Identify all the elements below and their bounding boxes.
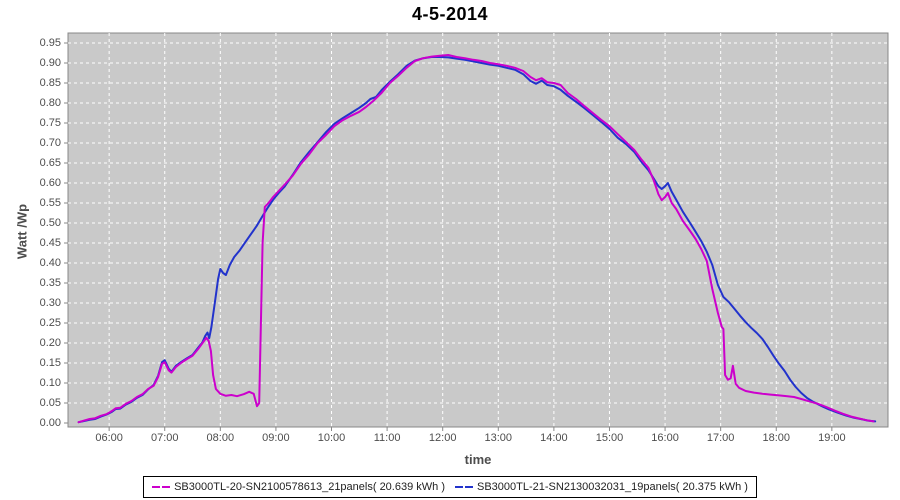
y-tick-label: 0.85 (39, 77, 61, 89)
chart-title: 4-5-2014 (411, 4, 489, 24)
y-tick-label: 0.55 (39, 197, 61, 209)
x-tick-label: 11:00 (373, 432, 401, 444)
y-tick-label: 0.75 (39, 117, 61, 129)
y-tick-label: 0.60 (39, 177, 61, 189)
y-tick-label: 0.05 (39, 397, 61, 409)
legend: SB3000TL-20-SN2100578613_21panels( 20.63… (143, 476, 757, 498)
y-tick-label: 0.90 (39, 57, 61, 69)
legend-label-inverter-21: SB3000TL-21-SN2130032031_19panels( 20.37… (477, 481, 748, 493)
x-tick-label: 12:00 (428, 432, 457, 444)
x-tick-label: 14:00 (540, 432, 568, 444)
legend-item-inverter-20: SB3000TL-20-SN2100578613_21panels( 20.63… (152, 481, 445, 493)
x-tick-label: 09:00 (262, 432, 290, 444)
x-tick-label: 10:00 (317, 432, 346, 444)
y-tick-label: 0.80 (39, 97, 61, 109)
x-tick-label: 18:00 (762, 432, 791, 444)
legend-label-inverter-20: SB3000TL-20-SN2100578613_21panels( 20.63… (174, 481, 445, 493)
x-tick-label: 07:00 (150, 432, 179, 444)
y-tick-label: 0.95 (39, 37, 61, 49)
x-tick-label: 19:00 (818, 432, 846, 444)
series-line-1 (77, 54, 875, 424)
y-tick-label: 0.45 (39, 237, 61, 249)
y-tick-label: 0.40 (39, 257, 61, 269)
x-tick-label: 16:00 (651, 432, 679, 444)
y-tick-label: 0.00 (39, 417, 61, 429)
x-tick-label: 08:00 (206, 432, 235, 444)
legend-item-inverter-21: SB3000TL-21-SN2130032031_19panels( 20.37… (455, 481, 748, 493)
y-tick-label: 0.20 (39, 337, 61, 349)
x-axis-title: time (464, 452, 492, 467)
y-tick-label: 0.70 (39, 137, 61, 149)
x-tick-label: 06:00 (95, 432, 123, 444)
series-swatch-blue-icon (455, 486, 473, 488)
y-tick-label: 0.25 (39, 317, 61, 329)
y-tick-label: 0.15 (39, 357, 61, 369)
y-tick-label: 0.50 (39, 217, 61, 229)
y-tick-label: 0.30 (39, 297, 61, 309)
y-tick-label: 0.65 (39, 157, 61, 169)
y-tick-label: 0.10 (39, 377, 61, 389)
x-tick-label: 13:00 (484, 432, 513, 444)
x-tick-label: 15:00 (595, 432, 624, 444)
y-tick-label: 0.35 (39, 277, 61, 289)
series-swatch-magenta-icon (152, 486, 171, 488)
plot-background (67, 32, 889, 428)
x-tick-label: 17:00 (706, 432, 735, 444)
